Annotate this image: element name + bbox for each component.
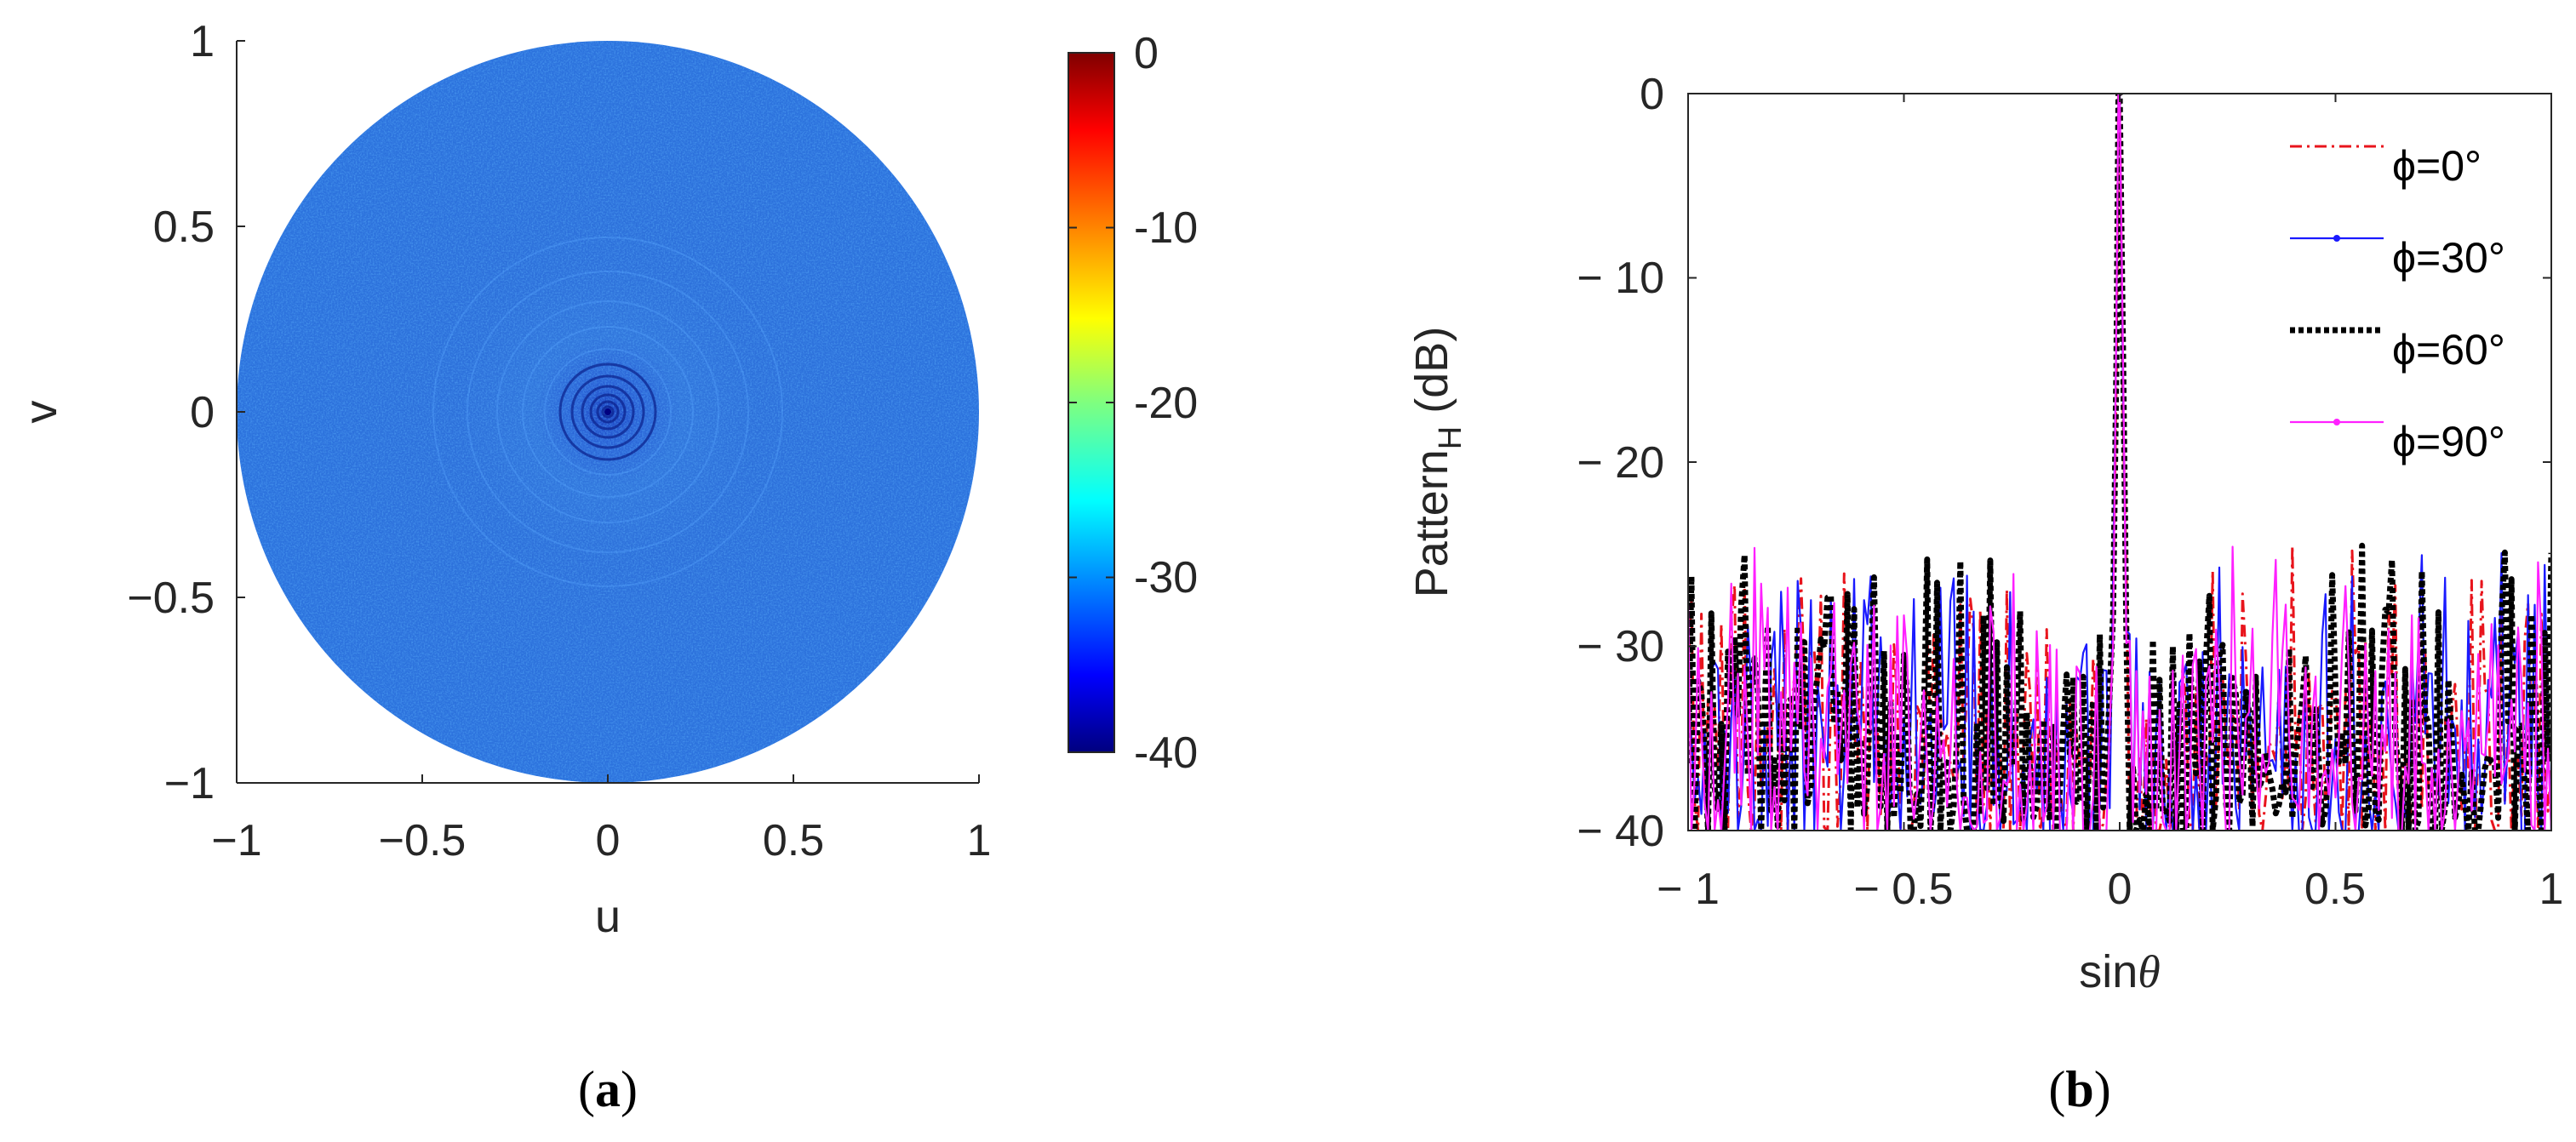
y-tick-label: − 20 [1577, 438, 1664, 488]
x-tick-label: 1 [2539, 865, 2564, 914]
y-tick-label: 0 [1640, 70, 1664, 119]
x-tick-label: − 1 [1657, 865, 1720, 914]
heatmap-ring [544, 348, 672, 476]
x-tick-label: −1 [211, 816, 261, 865]
uv-heatmap-disk [237, 41, 979, 783]
heatmap-ring [467, 271, 749, 553]
series-line [1688, 94, 2551, 831]
y-tick-label: 0 [190, 388, 215, 437]
colorbar-tick-label: -40 [1134, 728, 1198, 778]
heatmap-ring [522, 326, 694, 498]
panel-label-b: (b) [2048, 1061, 2110, 1117]
panel-label-a: (a) [578, 1061, 638, 1117]
legend-label: ϕ=30° [2392, 234, 2505, 282]
x-tick-label: 0 [596, 816, 621, 865]
y-tick-label: − 10 [1577, 254, 1664, 303]
x-axis-label: u [595, 891, 621, 942]
legend-marker [2333, 235, 2340, 242]
x-tick-label: 1 [967, 816, 992, 865]
pattern-axes [1687, 93, 2552, 831]
colorbar-tick-label: -20 [1134, 379, 1198, 428]
y-tick-label: −1 [164, 759, 215, 808]
colorbar-tick-label: -30 [1134, 553, 1198, 602]
heatmap-ring [601, 405, 615, 419]
heatmap-peak [604, 408, 611, 415]
heatmap-panel: −1 −0.5 0 0.5 1 1 0.5 0 −0.5 −1 u v 0 -1… [15, 17, 1198, 1117]
y-tick-label: 1 [190, 17, 215, 66]
heatmap-ring [596, 400, 620, 424]
colorbar: 0 -10 -20 -30 -40 [1068, 29, 1198, 778]
x-tick-label: 0 [2108, 865, 2132, 914]
heatmap-ring [558, 363, 657, 461]
heatmap-axes [236, 40, 980, 784]
heatmap-ring [570, 374, 645, 449]
x-tick-label: 0.5 [763, 816, 824, 865]
y-tick-label: −0.5 [127, 574, 215, 623]
series-line [1688, 94, 2551, 831]
x-tick-label: − 0.5 [1853, 865, 1953, 914]
colorbar-tick-label: -10 [1134, 203, 1198, 253]
legend: ϕ=0° ϕ=30° ϕ=60° ϕ=90° [2290, 142, 2505, 465]
heatmap-ring [589, 393, 627, 431]
x-tick-label: 0.5 [2304, 865, 2366, 914]
y-tick-label: − 40 [1577, 807, 1664, 856]
legend-label: ϕ=0° [2392, 142, 2482, 190]
y-axis-label: PatternH (dB) [1406, 327, 1468, 598]
y-tick-label: 0.5 [153, 203, 215, 252]
x-axis-label: sinθ [2079, 946, 2161, 997]
heatmap-ring [432, 237, 783, 587]
heatmap-ring [496, 300, 719, 523]
y-tick-label: − 30 [1577, 622, 1664, 671]
heatmap-ring [581, 385, 635, 439]
legend-marker [2333, 419, 2340, 425]
legend-label: ϕ=60° [2392, 326, 2505, 374]
pattern-panel: − 1 − 0.5 0 0.5 1 0 − 10 − 20 − 30 − 40 … [1406, 70, 2563, 1117]
colorbar-tick-label: 0 [1134, 29, 1159, 78]
x-tick-label: −0.5 [379, 816, 467, 865]
y-axis-label: v [15, 401, 66, 424]
legend-label: ϕ=90° [2392, 418, 2505, 465]
